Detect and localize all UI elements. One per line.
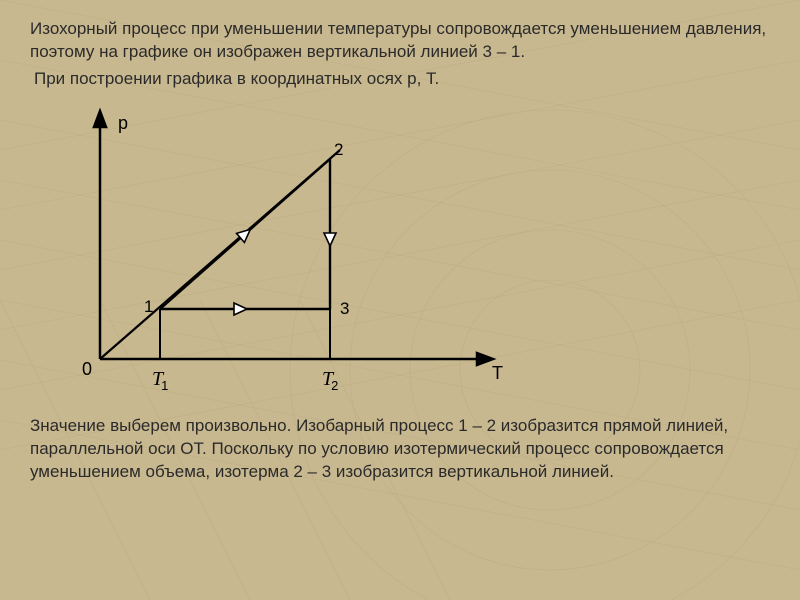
pt-chart: р Т 0 1 2 3 T1 T2	[40, 99, 520, 409]
point-2-label: 2	[334, 140, 343, 159]
x-axis-label: Т	[492, 363, 503, 383]
paragraph-3: Значение выберем произвольно. Изобарный …	[30, 415, 770, 484]
arrow-marker-23	[324, 233, 336, 246]
point-3-label: 3	[340, 299, 349, 318]
x-axis-arrow	[477, 353, 493, 365]
paragraph-2: При построении графика в координатных ос…	[34, 68, 770, 91]
y-axis-label: р	[118, 113, 128, 133]
origin-label: 0	[82, 359, 92, 379]
tick-T2-label: T2	[322, 368, 338, 393]
tick-T1-label: T1	[152, 368, 168, 393]
slide-content: Изохорный процесс при уменьшении темпера…	[0, 0, 800, 494]
point-1-label: 1	[144, 297, 153, 316]
arrow-marker-31	[234, 303, 247, 315]
y-axis-arrow	[94, 111, 106, 127]
paragraph-1: Изохорный процесс при уменьшении темпера…	[30, 18, 770, 64]
